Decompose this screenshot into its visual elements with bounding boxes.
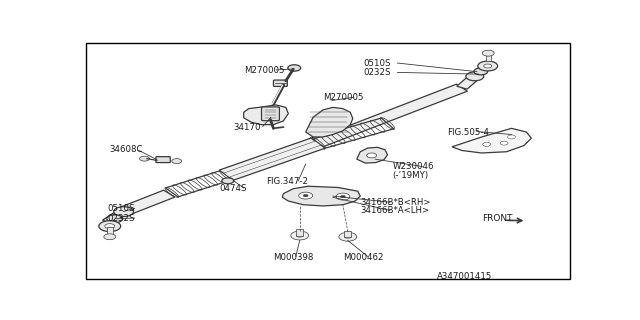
Polygon shape xyxy=(282,186,360,206)
Circle shape xyxy=(484,64,492,68)
Text: 34170: 34170 xyxy=(234,123,261,132)
Circle shape xyxy=(339,232,356,241)
Circle shape xyxy=(367,153,376,158)
Text: (-’19MY): (-’19MY) xyxy=(392,171,429,180)
Bar xyxy=(296,229,303,236)
Polygon shape xyxy=(312,84,467,147)
FancyBboxPatch shape xyxy=(273,80,287,86)
Circle shape xyxy=(483,142,491,146)
Circle shape xyxy=(172,159,182,164)
Circle shape xyxy=(340,195,346,198)
Text: M270005: M270005 xyxy=(323,93,364,102)
Text: FIG.347-2: FIG.347-2 xyxy=(266,177,308,186)
Circle shape xyxy=(99,221,121,232)
Bar xyxy=(344,231,351,237)
Text: 0474S: 0474S xyxy=(219,184,246,193)
Polygon shape xyxy=(223,141,321,177)
Bar xyxy=(107,227,113,236)
Polygon shape xyxy=(102,210,127,224)
Polygon shape xyxy=(219,138,325,180)
Text: M000462: M000462 xyxy=(343,253,383,262)
Text: FIG.505-4: FIG.505-4 xyxy=(447,128,489,137)
Text: 0510S: 0510S xyxy=(108,204,135,213)
Circle shape xyxy=(296,234,303,237)
Polygon shape xyxy=(306,108,353,137)
Polygon shape xyxy=(457,77,477,89)
Text: M000398: M000398 xyxy=(273,253,314,262)
Circle shape xyxy=(508,135,515,139)
Circle shape xyxy=(140,156,150,161)
Polygon shape xyxy=(244,105,288,124)
Circle shape xyxy=(114,207,134,217)
Text: 0510S: 0510S xyxy=(364,59,391,68)
Circle shape xyxy=(107,215,123,223)
Circle shape xyxy=(288,65,301,71)
Circle shape xyxy=(105,224,115,228)
Text: 0232S: 0232S xyxy=(364,68,391,77)
Text: 34166B*B<RH>: 34166B*B<RH> xyxy=(360,198,431,207)
Circle shape xyxy=(222,178,234,184)
FancyBboxPatch shape xyxy=(262,107,280,121)
Circle shape xyxy=(303,194,308,197)
Text: A347001415: A347001415 xyxy=(437,272,493,281)
Text: M270005: M270005 xyxy=(244,66,284,75)
Text: W230046: W230046 xyxy=(392,162,434,171)
Circle shape xyxy=(474,68,488,75)
Bar xyxy=(486,54,491,61)
Circle shape xyxy=(478,61,498,71)
Circle shape xyxy=(500,141,508,145)
Text: 34166B*A<LH>: 34166B*A<LH> xyxy=(360,206,429,215)
Polygon shape xyxy=(356,147,388,163)
Circle shape xyxy=(104,234,116,240)
Circle shape xyxy=(299,192,312,199)
FancyBboxPatch shape xyxy=(156,157,170,163)
Circle shape xyxy=(483,50,494,56)
Text: 0232S: 0232S xyxy=(108,214,135,223)
Polygon shape xyxy=(116,190,175,216)
Text: FRONT: FRONT xyxy=(482,214,512,223)
Circle shape xyxy=(344,235,351,238)
Circle shape xyxy=(291,231,308,240)
Text: 34608C: 34608C xyxy=(110,145,143,154)
Polygon shape xyxy=(452,128,531,153)
Circle shape xyxy=(466,72,484,81)
Circle shape xyxy=(336,193,350,200)
